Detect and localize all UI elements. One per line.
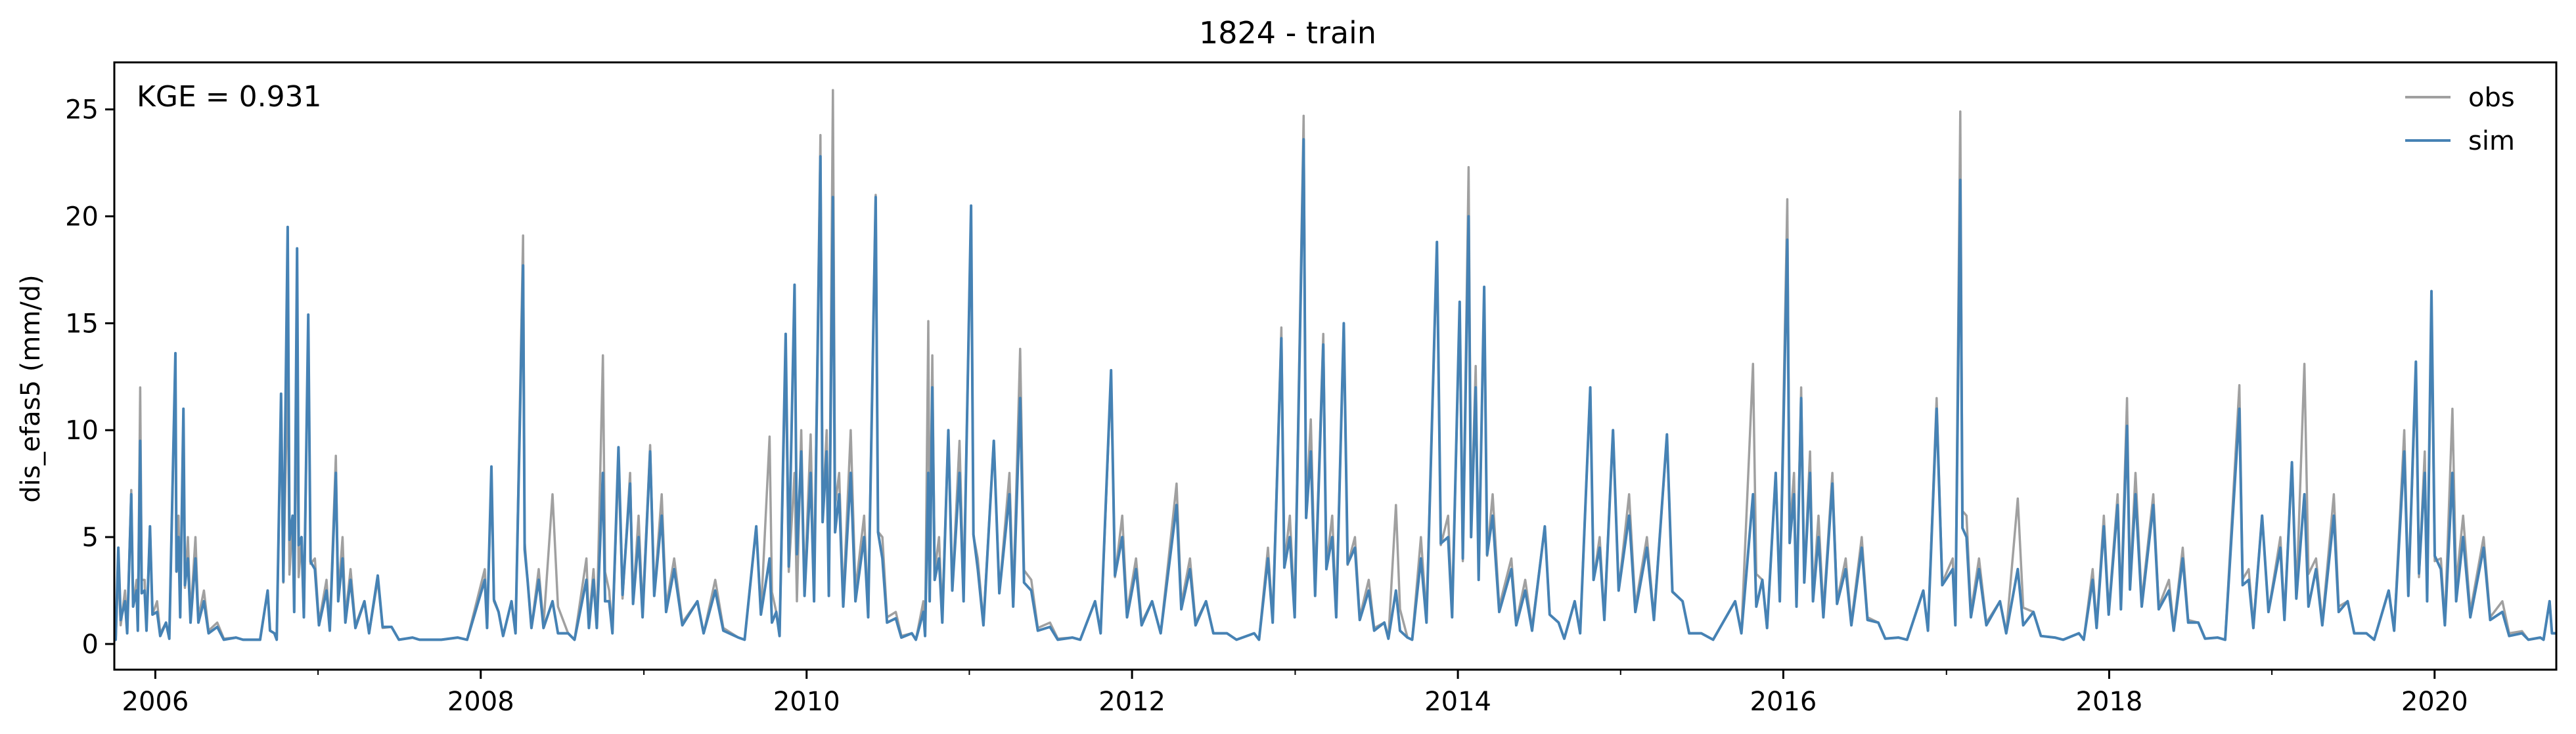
- y-tick-label: 0: [82, 630, 99, 660]
- plot-area: [113, 89, 2556, 641]
- x-tick-label: 2014: [1424, 687, 1491, 717]
- x-tick-label: 2010: [773, 687, 840, 717]
- legend-sim-label: sim: [2468, 126, 2515, 156]
- legend: obs sim: [2405, 83, 2515, 156]
- x-tick-label: 2016: [1750, 687, 1817, 717]
- obs-series-line: [113, 89, 2556, 641]
- x-tick-label: 2018: [2076, 687, 2143, 717]
- sim-series-line: [113, 138, 2556, 641]
- kge-annotation: KGE = 0.931: [137, 80, 322, 114]
- y-tick-label: 25: [65, 95, 99, 125]
- y-tick-label: 10: [65, 416, 99, 446]
- y-tick-label: 5: [82, 523, 99, 553]
- y-axis-label: dis_efas5 (mm/d): [16, 274, 46, 503]
- y-tick-label: 15: [65, 309, 99, 339]
- legend-obs-label: obs: [2468, 83, 2515, 113]
- x-tick-label: 2006: [122, 687, 189, 717]
- y-tick-label: 20: [65, 202, 99, 232]
- obs-line-path: [113, 89, 2556, 641]
- x-axis-ticks: 2006 2008 2010 2012 2014 2016 2018 2020: [122, 670, 2468, 717]
- plot-frame: [113, 61, 2558, 671]
- x-tick-label: 2008: [447, 687, 514, 717]
- chart-title: 1824 - train: [1199, 15, 1376, 51]
- x-tick-label: 2012: [1098, 687, 1165, 717]
- x-tick-label: 2020: [2401, 687, 2468, 717]
- y-axis-ticks: 0 5 10 15 20 25: [65, 95, 114, 660]
- sim-line-path: [113, 138, 2556, 641]
